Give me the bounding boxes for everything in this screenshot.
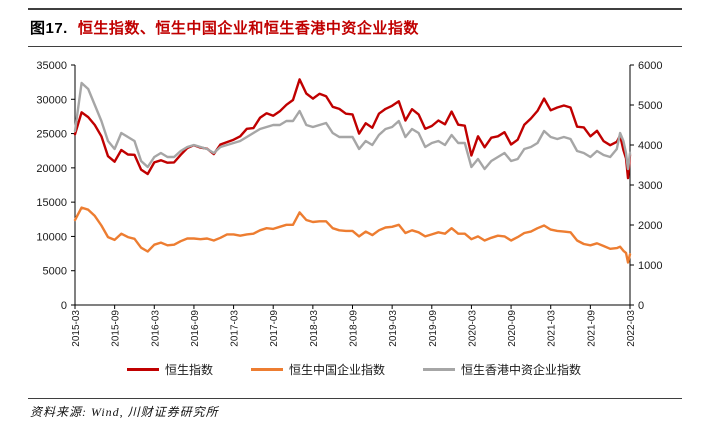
x-tick-label: 2016-09	[190, 310, 201, 347]
right-tick-label: 6000	[638, 60, 662, 72]
top-rule	[28, 8, 682, 10]
x-tick-label: 2020-09	[507, 310, 518, 347]
x-tick-label: 2021-03	[547, 310, 558, 347]
figure-label: 图17.	[30, 20, 68, 37]
right-tick-label: 2000	[638, 220, 662, 232]
hscei-line-swatch	[250, 368, 283, 371]
x-tick-label: 2020-03	[467, 310, 478, 347]
x-tick-label: 2015-09	[111, 310, 122, 347]
title-divider-rule	[28, 46, 682, 47]
x-tick-label: 2016-03	[150, 310, 161, 347]
legend-label-hscci: 恒生香港中资企业指数	[461, 363, 582, 377]
right-tick-label: 0	[638, 300, 644, 312]
hsi-line-swatch	[126, 368, 159, 371]
x-tick-label: 2022-03	[626, 310, 637, 347]
left-axis-ticks: 0 5000 10000 15000 20000 25000 30000 35000	[36, 60, 75, 312]
legend-item-hsccI: 恒生香港中资企业指数	[423, 361, 581, 378]
x-axis-ticks: 2015-03 2015-09 2016-03 2016-09 2017-03 2017-…	[71, 305, 637, 347]
left-tick-label: 10000	[36, 231, 67, 243]
series-line-0	[73, 78, 632, 180]
left-tick-label: 5000	[43, 266, 67, 278]
left-tick-label: 20000	[36, 163, 67, 175]
series-line-1	[73, 206, 632, 264]
left-tick-label: 30000	[36, 94, 67, 106]
x-tick-label: 2018-09	[349, 310, 360, 347]
source-divider-rule	[28, 398, 682, 399]
right-axis-ticks: 0 1000 2000 3000 4000 5000 6000	[630, 60, 662, 312]
left-tick-label: 25000	[36, 129, 67, 141]
x-tick-label: 2019-09	[428, 310, 439, 347]
x-tick-label: 2019-03	[388, 310, 399, 347]
series-line-2	[73, 81, 632, 171]
left-tick-label: 35000	[36, 60, 67, 72]
right-tick-label: 1000	[638, 260, 662, 272]
x-tick-label: 2017-09	[269, 310, 280, 347]
source-note: 资料来源: Wind, 川财证券研究所	[30, 405, 219, 419]
x-tick-label: 2021-09	[586, 310, 597, 347]
legend-item-hsi: 恒生指数	[126, 361, 213, 378]
right-tick-label: 4000	[638, 140, 662, 152]
left-tick-label: 15000	[36, 197, 67, 209]
chart-legend: 恒生指数 恒生中国企业指数 恒生香港中资企业指数	[0, 361, 708, 378]
figure-title: 恒生指数、恒生中国企业和恒生香港中资企业指数	[77, 20, 419, 37]
figure-title-row: 图17. 恒生指数、恒生中国企业和恒生香港中资企业指数	[30, 17, 419, 38]
left-tick-label: 0	[61, 300, 67, 312]
legend-item-hscei: 恒生中国企业指数	[250, 361, 385, 378]
x-tick-label: 2015-03	[71, 310, 82, 347]
hscci-line-swatch	[423, 368, 455, 371]
x-tick-label: 2017-03	[230, 310, 241, 347]
x-tick-label: 2018-03	[309, 310, 320, 347]
right-tick-label: 5000	[638, 100, 662, 112]
legend-label-hsi: 恒生指数	[164, 363, 213, 377]
right-tick-label: 3000	[638, 180, 662, 192]
legend-label-hscei: 恒生中国企业指数	[288, 363, 385, 377]
